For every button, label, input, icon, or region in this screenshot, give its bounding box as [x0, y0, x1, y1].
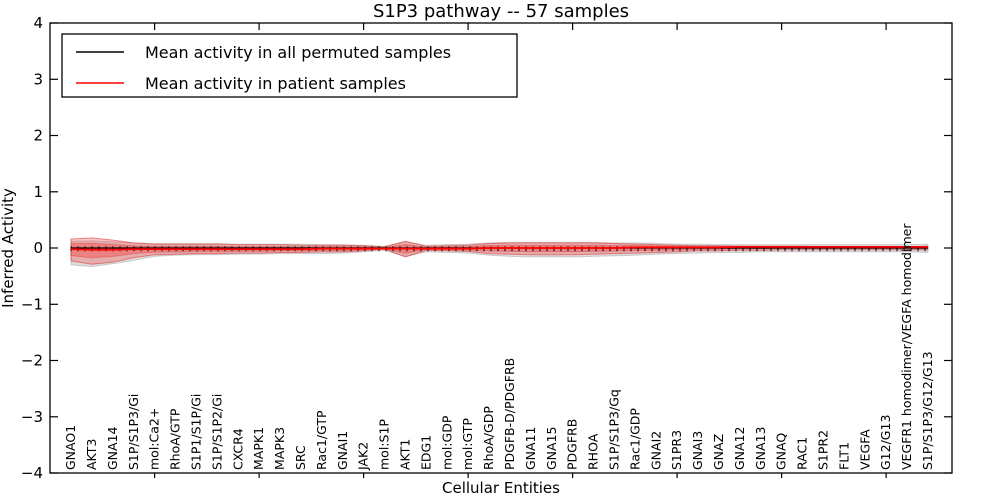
legend-box	[61, 33, 518, 98]
chart-title: S1P3 pathway -- 57 samples	[373, 1, 629, 22]
entity-label: FLT1	[836, 442, 851, 470]
y-tick-label: 0	[33, 239, 43, 257]
entity-label: mol:Ca2+	[147, 408, 162, 470]
x-tick-labels: GNAO1 AKT3 GNA14 S1P/S1P3/Gi mol:Ca2+ RhoA/GT…	[63, 223, 935, 471]
entity-label: mol:GTP	[460, 418, 475, 470]
entity-label: AKT3	[84, 439, 99, 470]
y-tick-labels: 4 3 2 1 0 −1 −2 −3 −4	[21, 14, 43, 482]
entity-label: S1P/S1P3/Gq	[607, 389, 622, 470]
legend-label-patient: Mean activity in patient samples	[145, 74, 406, 93]
entity-label: GNAQ	[774, 433, 789, 470]
entity-label: GNAI1	[335, 431, 350, 470]
entity-label: GNAI3	[690, 431, 705, 470]
entity-label: Rac1/GTP	[314, 410, 329, 470]
y-tick-label: −2	[21, 352, 43, 370]
entity-label: GNA12	[732, 427, 747, 471]
entity-label: GNA14	[105, 426, 120, 470]
entity-label: SRC	[293, 445, 308, 470]
entity-label: AKT1	[398, 439, 413, 470]
entity-label: GNAZ	[711, 434, 726, 470]
entity-label: S1P/S1P3/Gi	[126, 394, 141, 470]
entity-label: PDGFB-D/PDGFRB	[502, 358, 517, 470]
y-tick-label: −1	[21, 295, 43, 313]
y-tick-label: −4	[21, 464, 43, 482]
entity-label: S1PR2	[816, 430, 831, 470]
entity-label: GNA15	[544, 427, 559, 471]
entity-label: GNA13	[753, 427, 768, 471]
y-tick-label: 1	[33, 183, 43, 201]
patient-band-outer	[70, 237, 929, 265]
entity-label: S1P1/S1P/Gi	[189, 394, 204, 470]
entity-label: G12/G13	[878, 415, 893, 470]
entity-label: JAK2	[356, 442, 371, 471]
entity-label: EDG1	[418, 435, 433, 470]
entity-label: S1P/S1P3/G12/G13	[920, 351, 935, 470]
entity-label: GNAI2	[648, 431, 663, 470]
y-tick-label: 3	[33, 70, 43, 88]
y-tick-label: −3	[21, 408, 43, 426]
patient-mean-line	[70, 245, 928, 251]
x-axis-label: Cellular Entities	[442, 479, 560, 497]
entity-label: GNAO1	[63, 425, 78, 470]
y-axis-label: Inferred Activity	[0, 188, 17, 308]
y-tick-label: 4	[33, 14, 43, 32]
legend-label-permuted: Mean activity in all permuted samples	[145, 43, 451, 62]
entity-label: PDGFRB	[565, 419, 580, 470]
entity-label: mol:S1P	[377, 419, 392, 470]
axis-ticks	[50, 22, 952, 478]
entity-label: RHOA	[586, 433, 601, 470]
mean-lines	[70, 245, 928, 252]
entity-label: S1PR3	[669, 430, 684, 470]
entity-label: RhoA/GTP	[168, 408, 183, 470]
entity-label: RAC1	[795, 437, 810, 470]
entity-label: mol:GDP	[439, 415, 454, 470]
entity-label: MAPK3	[272, 427, 287, 470]
entity-label: GNA11	[523, 427, 538, 471]
entity-label: Rac1/GDP	[627, 408, 642, 470]
entity-label: RhoA/GDP	[481, 406, 496, 470]
y-tick-label: 2	[33, 127, 43, 145]
entity-label: VEGFR1 homodimer/VEGFA homodimer	[899, 223, 914, 470]
entity-label: VEGFA	[857, 429, 872, 470]
entity-label: S1P/S1P2/Gi	[209, 394, 224, 470]
entity-label: MAPK1	[251, 427, 266, 470]
entity-label: CXCR4	[230, 428, 245, 470]
legend: Mean activity in all permuted samples Me…	[61, 33, 518, 98]
